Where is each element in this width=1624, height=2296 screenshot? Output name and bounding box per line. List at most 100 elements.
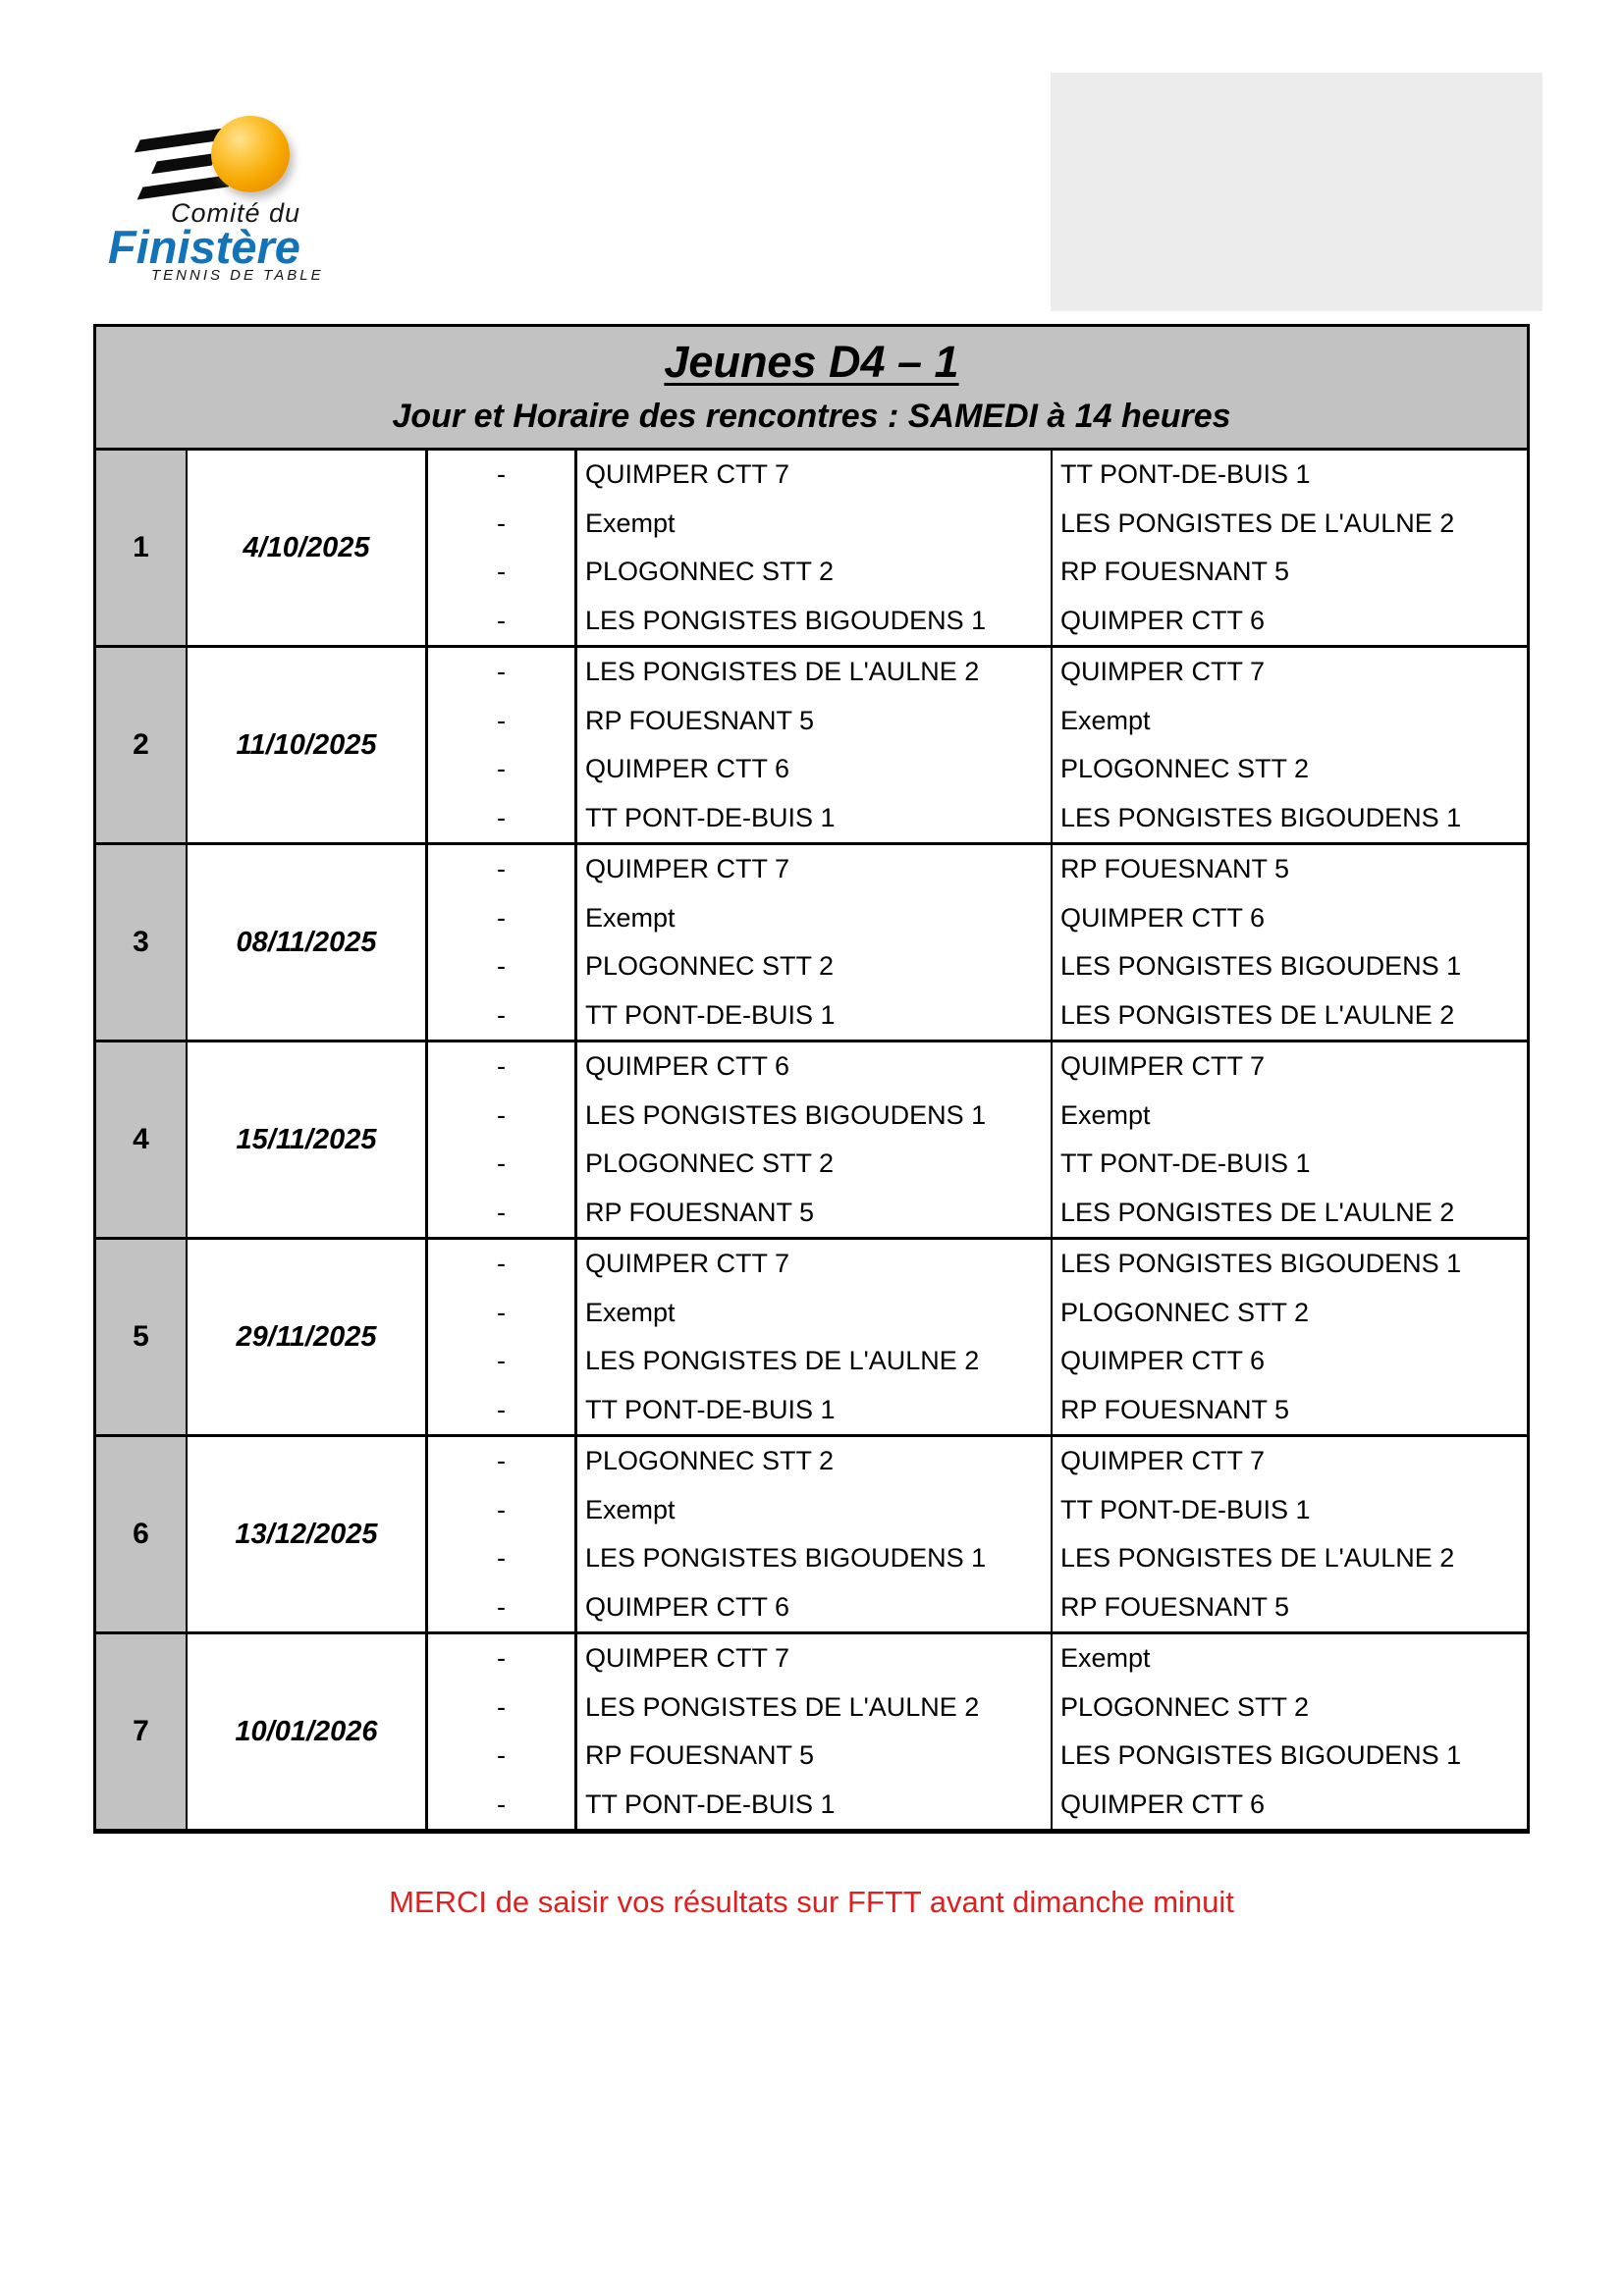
round-number: 7	[96, 1634, 188, 1829]
away-team: QUIMPER CTT 6	[1060, 605, 1266, 635]
home-team: PLOGONNEC STT 2	[577, 1140, 1053, 1189]
home-team: PLOGONNEC STT 2	[577, 1437, 1053, 1486]
home-team: RP FOUESNANT 5	[577, 1188, 1053, 1237]
match-separator: -	[428, 696, 577, 745]
round-date: 15/11/2025	[188, 1042, 428, 1237]
match-separator: -	[428, 1437, 577, 1486]
round-date: 11/10/2025	[188, 648, 428, 842]
home-team: TT PONT-DE-BUIS 1	[577, 1780, 1053, 1829]
ping-pong-ball-icon	[211, 116, 290, 192]
away-team: Exempt	[1060, 1643, 1151, 1674]
match-separator: -	[428, 893, 577, 942]
away-team: RP FOUESNANT 5	[1060, 557, 1290, 587]
match-separator: -	[428, 648, 577, 697]
home-team: PLOGONNEC STT 2	[577, 942, 1053, 991]
away-team: TT PONT-DE-BUIS 1	[1060, 1494, 1311, 1524]
away-team: QUIMPER CTT 7	[1060, 1446, 1266, 1476]
match-separator: -	[428, 990, 577, 1040]
away-team: PLOGONNEC STT 2	[1060, 754, 1310, 784]
home-team: LES PONGISTES DE L'AULNE 2	[577, 1682, 1053, 1732]
away-team: QUIMPER CTT 6	[1060, 1346, 1266, 1376]
round-number: 6	[96, 1437, 188, 1631]
match-separator: -	[428, 942, 577, 991]
round-block: 6 13/12/2025 - PLOGONNEC STT 2 QUIMPER CTT…	[96, 1434, 1527, 1631]
results-reminder-text: MERCI de saisir vos résultats sur FFTT a…	[389, 1885, 1234, 1919]
away-team: LES PONGISTES BIGOUDENS 1	[1060, 1249, 1462, 1279]
round-block: 3 08/11/2025 - QUIMPER CTT 7 RP FOUESNANT …	[96, 842, 1527, 1040]
round-number: 5	[96, 1240, 188, 1434]
home-team: LES PONGISTES DE L'AULNE 2	[577, 648, 1053, 697]
round-date: 29/11/2025	[188, 1240, 428, 1434]
home-team: Exempt	[577, 1485, 1053, 1534]
home-team: Exempt	[577, 893, 1053, 942]
match-separator: -	[428, 1780, 577, 1829]
away-team: LES PONGISTES BIGOUDENS 1	[1060, 802, 1462, 832]
round-number: 2	[96, 648, 188, 842]
home-team: PLOGONNEC STT 2	[577, 548, 1053, 597]
round-date: 10/01/2026	[188, 1634, 428, 1829]
match-separator: -	[428, 499, 577, 548]
home-team: RP FOUESNANT 5	[577, 1732, 1053, 1781]
round-block: 5 29/11/2025 - QUIMPER CTT 7 LES PONGISTES…	[96, 1237, 1527, 1434]
away-team: TT PONT-DE-BUIS 1	[1060, 1148, 1311, 1179]
away-team: QUIMPER CTT 6	[1060, 1789, 1266, 1819]
round-block: 1 4/10/2025 - QUIMPER CTT 7 TT PONT-DE-BUI…	[96, 451, 1527, 645]
away-team: Exempt	[1060, 1099, 1151, 1130]
empty-placeholder-box	[1051, 73, 1543, 311]
match-separator: -	[428, 745, 577, 794]
table-title: Jeunes D4 – 1	[664, 337, 959, 387]
match-separator: -	[428, 845, 577, 894]
home-team: LES PONGISTES BIGOUDENS 1	[577, 1091, 1053, 1140]
round-number: 4	[96, 1042, 188, 1237]
match-separator: -	[428, 1732, 577, 1781]
round-number: 3	[96, 845, 188, 1040]
away-team: QUIMPER CTT 7	[1060, 657, 1266, 687]
match-separator: -	[428, 1042, 577, 1092]
match-separator: -	[428, 1188, 577, 1237]
round-block: 2 11/10/2025 - LES PONGISTES DE L'AULNE 2…	[96, 645, 1527, 842]
home-team: LES PONGISTES BIGOUDENS 1	[577, 1534, 1053, 1583]
match-separator: -	[428, 596, 577, 645]
match-separator: -	[428, 793, 577, 842]
match-separator: -	[428, 1682, 577, 1732]
home-team: QUIMPER CTT 7	[577, 451, 1053, 500]
match-separator: -	[428, 1288, 577, 1337]
match-separator: -	[428, 1534, 577, 1583]
away-team: RP FOUESNANT 5	[1060, 1394, 1290, 1424]
away-team: LES PONGISTES DE L'AULNE 2	[1060, 1197, 1455, 1227]
match-separator: -	[428, 1140, 577, 1189]
match-separator: -	[428, 1385, 577, 1434]
home-team: LES PONGISTES DE L'AULNE 2	[577, 1337, 1053, 1386]
logo-text-comite: Comité du	[171, 198, 301, 228]
schedule-table: Jeunes D4 – 1 Jour et Horaire des rencon…	[93, 324, 1530, 1834]
home-team: TT PONT-DE-BUIS 1	[577, 1385, 1053, 1434]
home-team: RP FOUESNANT 5	[577, 696, 1053, 745]
committee-logo: Comité du Finistère TENNIS DE TABLE	[69, 69, 403, 294]
away-team: PLOGONNEC STT 2	[1060, 1297, 1310, 1327]
home-team: QUIMPER CTT 7	[577, 1240, 1053, 1289]
away-team: Exempt	[1060, 705, 1151, 735]
match-separator: -	[428, 1582, 577, 1631]
match-separator: -	[428, 1091, 577, 1140]
table-subtitle: Jour et Horaire des rencontres : SAMEDI …	[392, 398, 1231, 435]
match-separator: -	[428, 1337, 577, 1386]
home-team: QUIMPER CTT 7	[577, 845, 1053, 894]
away-team: LES PONGISTES BIGOUDENS 1	[1060, 1740, 1462, 1771]
home-team: QUIMPER CTT 6	[577, 745, 1053, 794]
away-team: RP FOUESNANT 5	[1060, 854, 1290, 884]
round-date: 08/11/2025	[188, 845, 428, 1040]
away-team: RP FOUESNANT 5	[1060, 1591, 1290, 1622]
home-team: TT PONT-DE-BUIS 1	[577, 990, 1053, 1040]
round-date: 13/12/2025	[188, 1437, 428, 1631]
round-block: 4 15/11/2025 - QUIMPER CTT 6 QUIMPER CTT 7…	[96, 1040, 1527, 1237]
match-separator: -	[428, 1485, 577, 1534]
logo-text-finistere: Finistère	[108, 221, 300, 273]
away-team: LES PONGISTES DE L'AULNE 2	[1060, 1543, 1455, 1574]
home-team: QUIMPER CTT 6	[577, 1582, 1053, 1631]
home-team: LES PONGISTES BIGOUDENS 1	[577, 596, 1053, 645]
home-team: TT PONT-DE-BUIS 1	[577, 793, 1053, 842]
match-separator: -	[428, 1634, 577, 1683]
home-team: Exempt	[577, 499, 1053, 548]
round-number: 1	[96, 451, 188, 645]
away-team: PLOGONNEC STT 2	[1060, 1691, 1310, 1722]
